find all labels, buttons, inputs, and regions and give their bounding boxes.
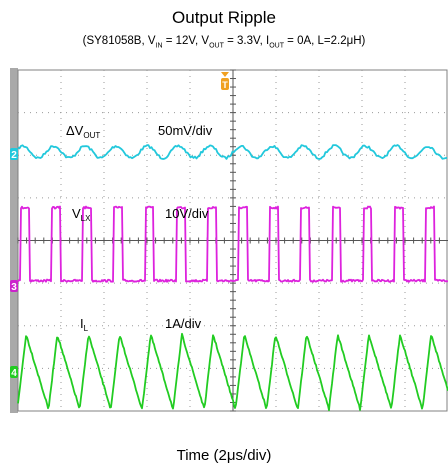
trigger-arrow-icon [221,72,229,77]
series-il-label: IL [80,316,89,333]
series-il-trace [17,332,448,412]
part-number: SY81058B [86,35,142,47]
channel-3-marker [10,280,18,292]
x-axis-label: Time (2μs/div) [176,447,272,464]
series-label-main: V [72,206,81,221]
channel-2-marker [10,148,18,160]
series-vlx-scale: 10V/div [165,206,209,221]
scope-grid [10,68,448,413]
series-vout-label: ΔVOUT [66,123,100,140]
chart-title: Output Ripple [172,8,276,27]
iout-label: I [265,35,270,47]
series-label-sub: L [84,324,89,333]
trigger-marker [221,78,229,90]
channel-3-number: 3 [11,282,17,293]
vin-value: = 12V, [162,35,202,47]
iout-sub: OUT [269,42,284,50]
series-label-main: I [80,316,84,331]
left-channel-bar [10,68,18,413]
series-label-main: ΔV [66,123,84,138]
vin-sub: IN [155,42,163,50]
series-vlx-label: VLX [72,206,91,223]
vout-label: V [201,35,210,47]
iout-value: = 0A, L=2.2μH) [283,35,366,47]
trigger-marker-label: T [222,80,228,90]
chart-subtitle: (SY81058B, VIN = 12V, VOUT = 3.3V, IOUT … [82,35,366,50]
channel-2-number: 2 [11,150,17,161]
channel-markers: 2 3 4 T [10,72,229,379]
channel-4-marker [10,366,18,378]
series-il-scale: 1A/div [165,316,202,331]
vin-label: V [147,35,156,47]
vout-value: = 3.3V, [223,35,266,47]
series-vlx-trace [17,205,448,283]
waveform-layer [17,144,448,412]
channel-4-number: 4 [11,368,17,379]
series-label-sub: OUT [83,131,100,140]
series-vout-trace [17,144,448,160]
vout-sub: OUT [209,42,224,50]
channel-labels: ΔVOUT 50mV/div VLX 10V/div IL 1A/div [66,123,213,333]
series-label-sub: LX [81,214,91,223]
series-vout-scale: 50mV/div [158,123,213,138]
